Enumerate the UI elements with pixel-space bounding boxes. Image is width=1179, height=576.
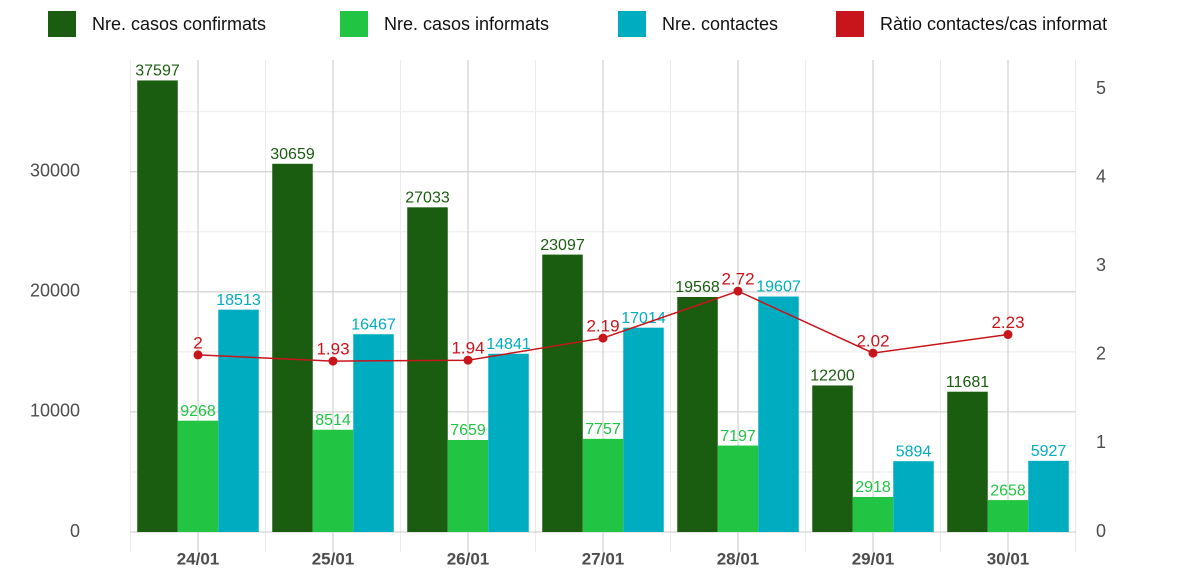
bar xyxy=(893,461,934,532)
y-tick-label: 20000 xyxy=(30,281,80,301)
x-tick-label: 26/01 xyxy=(447,549,490,568)
x-tick-label: 29/01 xyxy=(852,549,895,568)
data-label: 16467 xyxy=(351,316,396,333)
bar xyxy=(758,296,799,532)
point xyxy=(733,286,743,296)
legend-label: Nre. casos informats xyxy=(384,14,549,34)
y2-tick-label: 3 xyxy=(1096,255,1106,275)
data-label: 1.93 xyxy=(316,340,349,359)
bar xyxy=(623,327,664,532)
bar xyxy=(582,438,624,532)
y2-tick-label: 2 xyxy=(1096,344,1106,364)
y2-tick-label: 1 xyxy=(1096,432,1106,452)
legend-swatch xyxy=(340,11,368,37)
bar xyxy=(137,80,178,532)
legend-swatch xyxy=(836,11,864,37)
data-label: 9268 xyxy=(180,403,216,420)
data-label: 23097 xyxy=(540,237,585,254)
data-label: 5927 xyxy=(1031,443,1067,460)
bar xyxy=(272,163,313,532)
bar xyxy=(177,420,219,532)
x-tick-label: 24/01 xyxy=(177,549,220,568)
data-label: 2918 xyxy=(855,479,891,496)
data-label: 7757 xyxy=(585,421,621,438)
point xyxy=(868,348,878,358)
data-label: 2.72 xyxy=(721,270,754,289)
bar xyxy=(1028,460,1069,532)
data-label: 2.02 xyxy=(856,332,889,351)
y-tick-label: 10000 xyxy=(30,401,80,421)
legend-label: Nre. contactes xyxy=(662,14,778,34)
data-label: 2.23 xyxy=(991,313,1024,332)
bar xyxy=(677,296,718,532)
point xyxy=(193,350,203,360)
bar xyxy=(852,496,894,532)
data-label: 27033 xyxy=(405,190,450,207)
data-label: 37597 xyxy=(135,63,180,80)
data-label: 7659 xyxy=(450,422,486,439)
y2-tick-label: 4 xyxy=(1096,167,1106,187)
data-label: 17014 xyxy=(621,310,666,327)
legend-swatch xyxy=(48,11,76,37)
data-label: 19568 xyxy=(675,279,720,296)
bar xyxy=(312,429,354,532)
bar xyxy=(447,440,489,532)
data-label: 2 xyxy=(193,333,202,352)
data-label: 30659 xyxy=(270,146,315,163)
point xyxy=(598,333,608,343)
point xyxy=(328,356,338,366)
data-label: 18513 xyxy=(216,292,261,309)
legend-label: Ràtio contactes/cas informat xyxy=(880,14,1107,34)
data-label: 5894 xyxy=(896,443,932,460)
data-label: 12200 xyxy=(810,368,855,385)
legend-label: Nre. casos confirmats xyxy=(92,14,266,34)
y2-tick-label: 5 xyxy=(1096,78,1106,98)
data-label: 1.94 xyxy=(451,339,484,358)
y2-tick-label: 0 xyxy=(1096,521,1106,541)
data-label: 2.19 xyxy=(586,317,619,336)
bar xyxy=(218,309,259,532)
bar xyxy=(717,445,759,532)
x-tick-label: 30/01 xyxy=(987,549,1030,568)
point xyxy=(463,355,473,365)
data-label: 8514 xyxy=(315,412,351,429)
data-label: 11681 xyxy=(946,374,989,391)
data-label: 14841 xyxy=(486,336,531,353)
bar xyxy=(947,391,988,532)
legend-swatch xyxy=(618,11,646,37)
bar xyxy=(987,500,1029,532)
bar xyxy=(542,254,583,532)
bar xyxy=(488,353,529,532)
y-tick-label: 0 xyxy=(70,521,80,541)
data-label: 19607 xyxy=(756,279,801,296)
y-tick-label: 30000 xyxy=(30,160,80,180)
bar xyxy=(812,385,853,532)
bar xyxy=(353,334,394,532)
bar xyxy=(407,207,448,532)
x-tick-label: 28/01 xyxy=(717,549,760,568)
data-label: 7197 xyxy=(720,428,756,445)
x-tick-label: 25/01 xyxy=(312,549,355,568)
point xyxy=(1003,330,1013,340)
data-label: 2658 xyxy=(990,482,1026,499)
x-tick-label: 27/01 xyxy=(582,549,625,568)
